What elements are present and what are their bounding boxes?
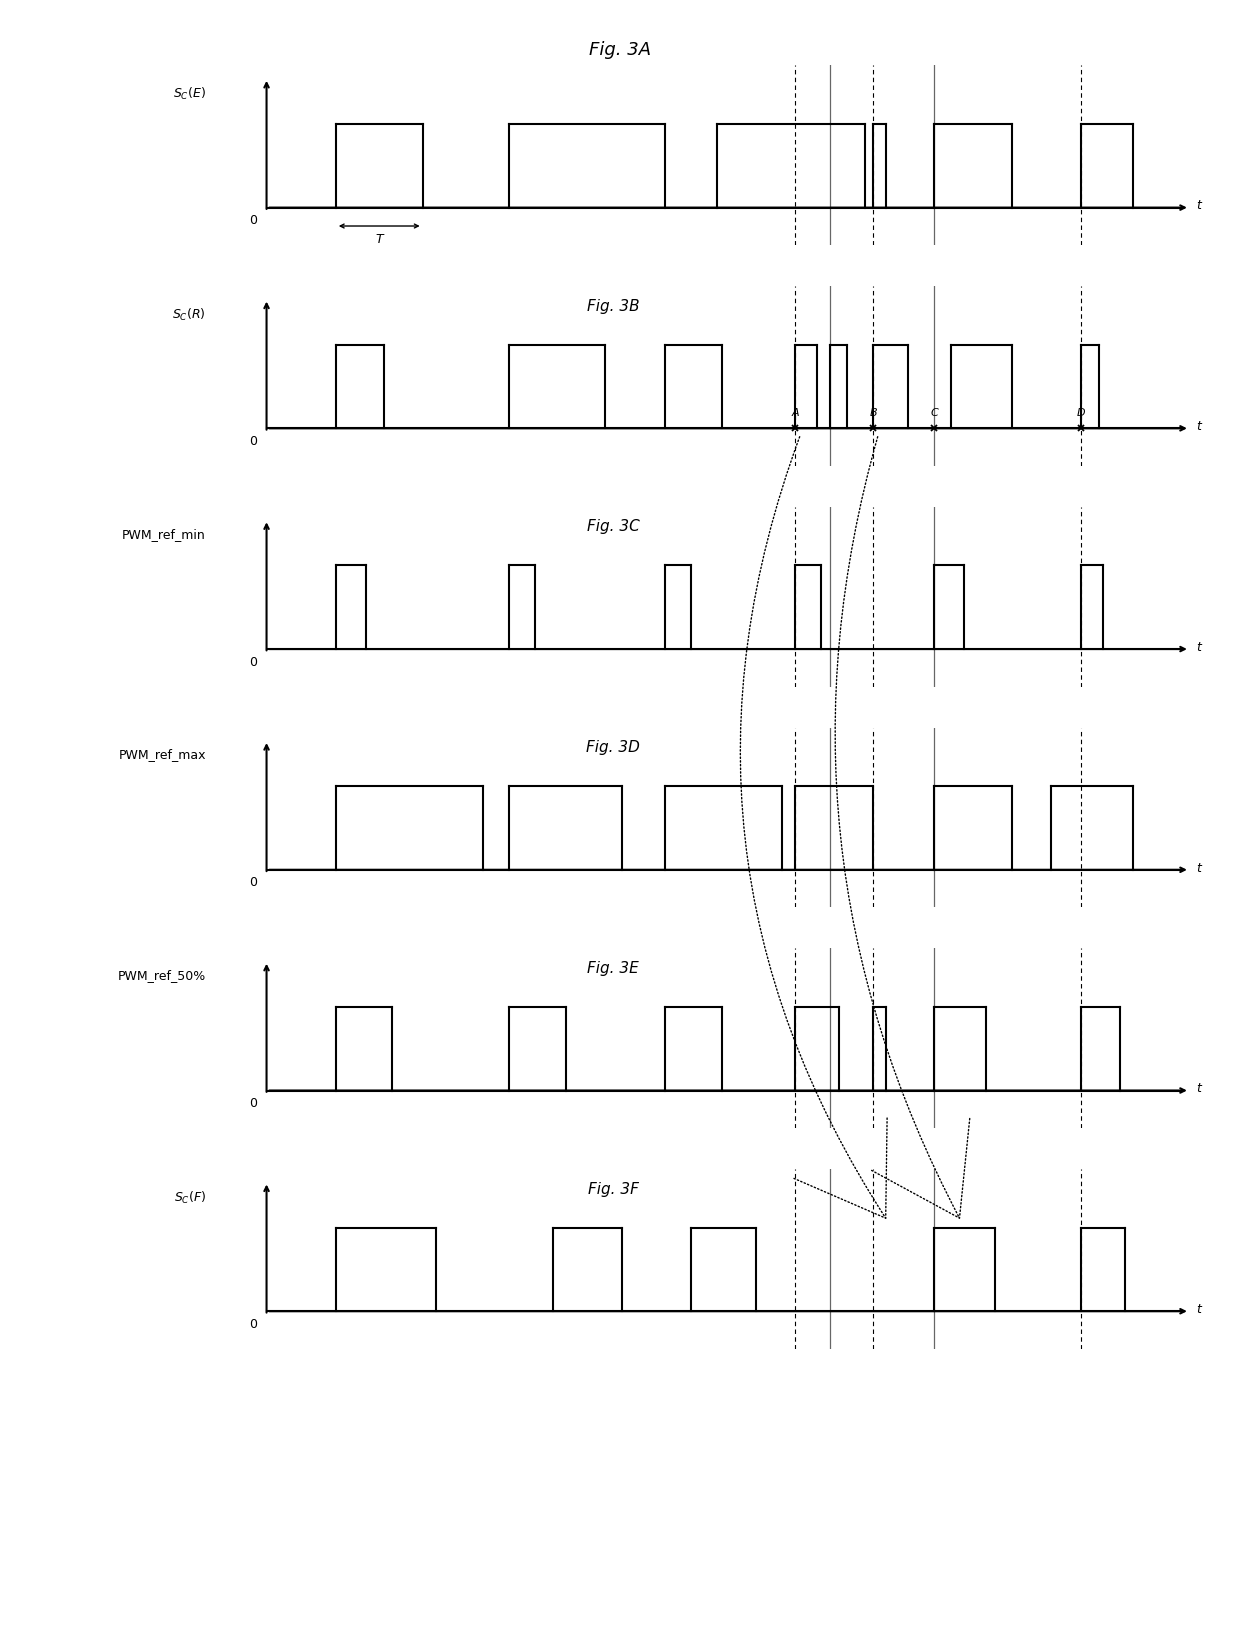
Text: $S_C(F)$: $S_C(F)$	[174, 1190, 206, 1207]
Text: Fig. 3F: Fig. 3F	[588, 1182, 639, 1197]
Text: $t$: $t$	[1195, 1303, 1203, 1316]
Text: Fig. 3C: Fig. 3C	[587, 520, 640, 535]
Text: PWM_ref_min: PWM_ref_min	[122, 528, 206, 541]
Text: D: D	[1078, 409, 1086, 419]
Text: C: C	[930, 409, 937, 419]
Text: 0: 0	[249, 656, 258, 669]
Text: $t$: $t$	[1195, 641, 1203, 654]
Text: $t$: $t$	[1195, 1082, 1203, 1095]
Text: $t$: $t$	[1195, 199, 1203, 213]
Text: 0: 0	[249, 876, 258, 889]
Text: B: B	[869, 409, 877, 419]
Text: 0: 0	[249, 1318, 258, 1331]
Text: A: A	[791, 409, 799, 419]
Text: PWM_ref_50%: PWM_ref_50%	[118, 970, 206, 983]
Text: $S_C(R)$: $S_C(R)$	[172, 307, 206, 324]
Text: $S_C(E)$: $S_C(E)$	[172, 87, 206, 103]
Text: Fig. 3E: Fig. 3E	[588, 961, 639, 976]
Text: $t$: $t$	[1195, 862, 1203, 875]
Text: Fig. 3A: Fig. 3A	[589, 41, 651, 59]
Text: 0: 0	[249, 435, 258, 448]
Text: 0: 0	[249, 214, 258, 227]
Text: PWM_ref_max: PWM_ref_max	[118, 749, 206, 762]
Text: $t$: $t$	[1195, 420, 1203, 433]
Text: T: T	[376, 232, 383, 245]
Text: Fig. 3B: Fig. 3B	[587, 299, 640, 314]
Text: 0: 0	[249, 1097, 258, 1110]
Text: Fig. 3D: Fig. 3D	[587, 741, 640, 755]
